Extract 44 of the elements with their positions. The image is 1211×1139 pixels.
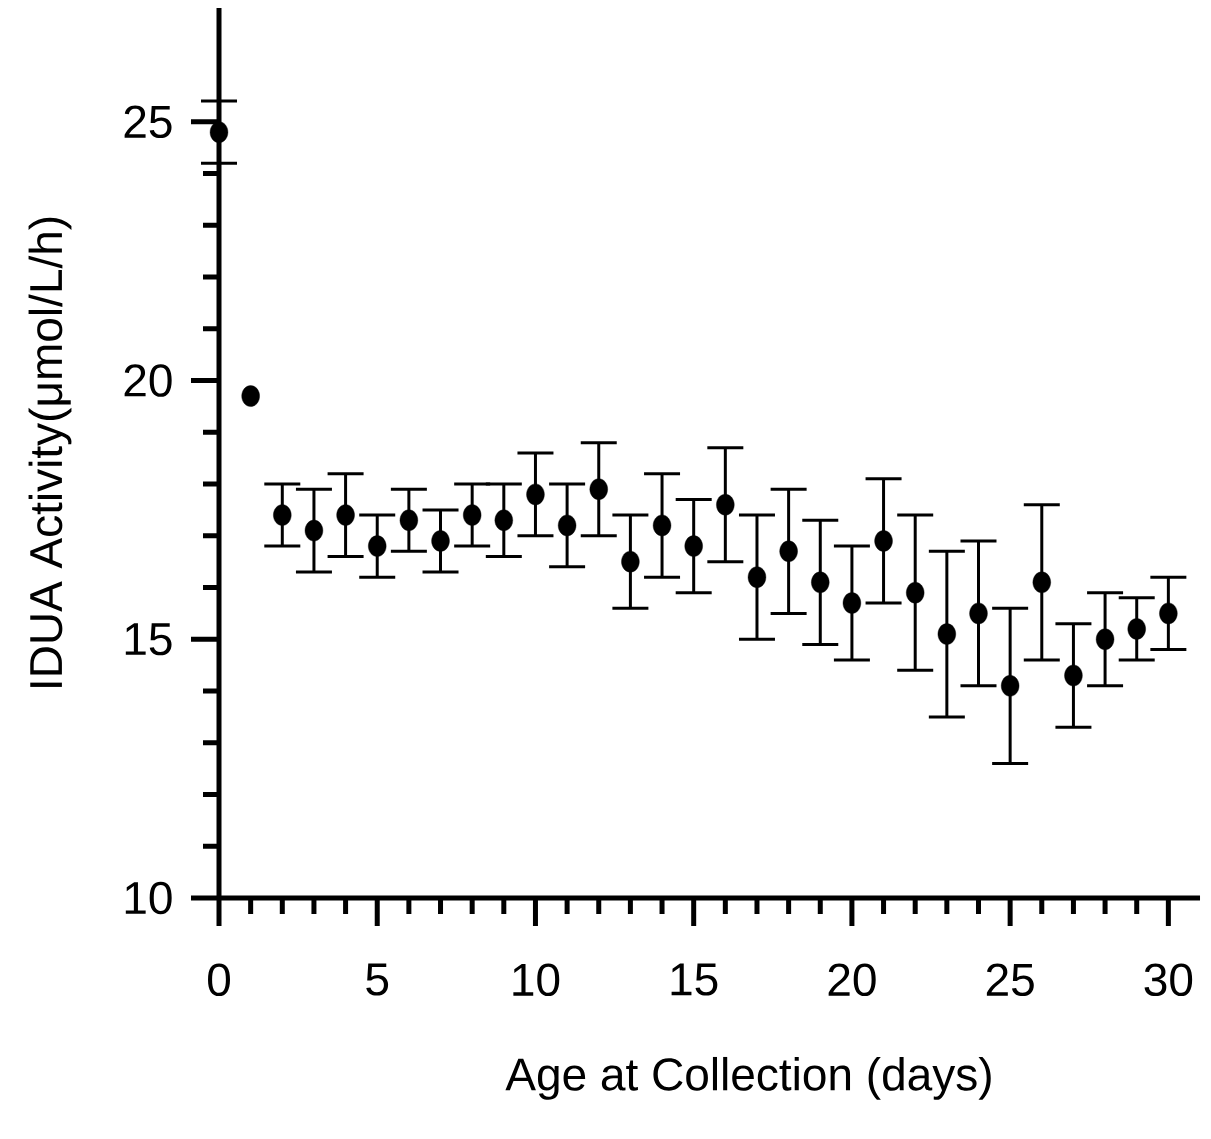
point (273, 504, 292, 526)
point (431, 530, 450, 552)
point (1032, 571, 1051, 594)
point (652, 514, 672, 537)
x-tick-label: 5 (366, 963, 389, 996)
point (621, 550, 640, 573)
point (716, 494, 735, 516)
point (842, 592, 862, 614)
point (1127, 618, 1146, 640)
point (1159, 602, 1178, 625)
y-axis-title: IDUA Activity(μmol/L/h) (28, 217, 72, 687)
point (526, 483, 545, 506)
point (209, 121, 229, 143)
x-tick-label: 15 (671, 963, 718, 996)
point (368, 535, 387, 557)
x-tick-label: 20 (828, 963, 876, 997)
point (1095, 628, 1115, 650)
x-tick-label: 10 (513, 963, 560, 997)
point (779, 540, 798, 562)
point (1064, 664, 1083, 687)
point (937, 623, 956, 645)
point (811, 571, 830, 594)
y-tick-label: 20 (124, 364, 172, 397)
point (969, 602, 988, 625)
point (241, 385, 260, 407)
y-tick-label: 25 (124, 105, 172, 139)
x-tick-label: 30 (1144, 963, 1193, 997)
point (684, 535, 703, 557)
point (589, 478, 608, 500)
point (399, 509, 418, 531)
point (874, 530, 893, 552)
point (304, 519, 324, 542)
point (494, 509, 513, 531)
x-tick-label: 0 (208, 963, 230, 997)
x-tick-label: 25 (986, 963, 1034, 997)
y-tick-label: 15 (125, 623, 172, 656)
point (1001, 675, 1020, 697)
point (557, 514, 577, 537)
point (463, 504, 482, 526)
point (336, 504, 355, 526)
point (906, 581, 925, 604)
y-tick-label: 10 (125, 881, 172, 915)
x-axis-title: Age at Collection (days) (505, 1056, 991, 1100)
point (747, 566, 767, 588)
